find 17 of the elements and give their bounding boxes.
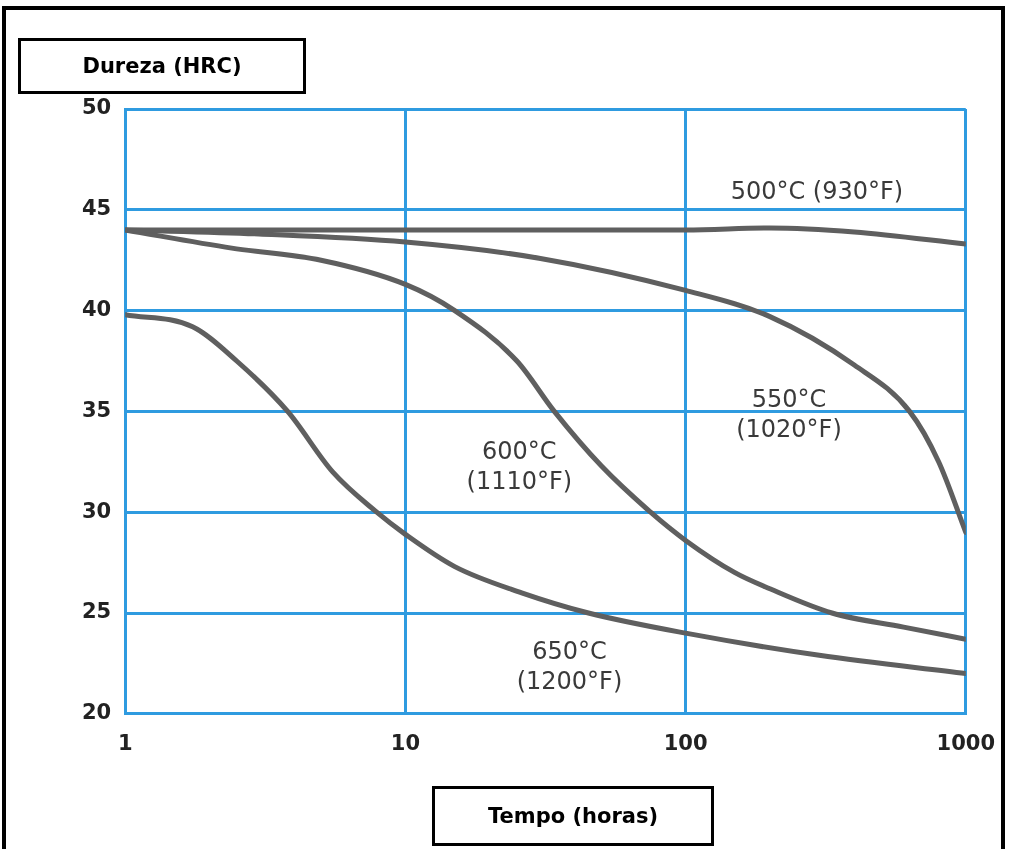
x-tick-label: 100 bbox=[663, 730, 708, 755]
y-tick-label: 35 bbox=[81, 397, 112, 422]
series-label: 650°C (1200°F) bbox=[516, 637, 623, 696]
y-tick-label: 30 bbox=[81, 498, 112, 523]
y-axis-title: Dureza (HRC) bbox=[18, 38, 306, 94]
x-tick-label: 10 bbox=[390, 730, 421, 755]
x-axis-title: Tempo (horas) bbox=[432, 786, 714, 846]
series-label: 600°C (1110°F) bbox=[466, 436, 573, 495]
x-tick-label: 1000 bbox=[936, 730, 995, 755]
series-label: 550°C (1020°F) bbox=[736, 384, 842, 443]
series-label: 500°C (930°F) bbox=[730, 177, 904, 206]
x-tick-label: 1 bbox=[117, 730, 133, 755]
y-tick-label: 20 bbox=[81, 700, 112, 725]
y-tick-label: 45 bbox=[81, 196, 112, 221]
y-tick-label: 50 bbox=[81, 95, 112, 120]
y-tick-label: 25 bbox=[81, 599, 112, 624]
y-tick-label: 40 bbox=[81, 297, 112, 322]
